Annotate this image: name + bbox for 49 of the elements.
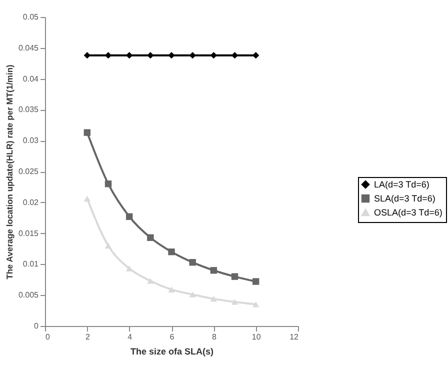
point — [189, 52, 196, 59]
point — [104, 180, 112, 188]
y-tick-label: 0.03 — [22, 136, 40, 146]
point — [210, 52, 218, 59]
point — [210, 296, 218, 302]
point — [189, 292, 196, 298]
point — [126, 52, 133, 59]
legend-label: LA(d=3 Td=6) — [374, 180, 430, 190]
legend-label: OSLA(d=3 Td=6) — [374, 208, 442, 218]
point — [252, 278, 260, 285]
y-tick-label: 0.035 — [18, 105, 40, 114]
point — [231, 298, 238, 305]
point — [84, 129, 91, 136]
legend-label: SLA(d=3 Td=6) — [374, 194, 436, 204]
x-tick-label: 12 — [290, 332, 300, 342]
point — [147, 52, 154, 59]
y-axis-title: The Average location update(HLR) rate per MT(1/min) — [4, 64, 14, 280]
point — [84, 196, 91, 202]
point — [189, 258, 196, 266]
point — [84, 52, 91, 59]
y-tick-label: 0.005 — [18, 290, 40, 300]
y-tick-label: 0.02 — [22, 198, 40, 207]
point — [231, 273, 238, 280]
point — [168, 248, 175, 256]
x-tick-label: 8 — [212, 332, 217, 342]
x-tick-label: 0 — [46, 332, 50, 342]
x-tick-label: 10 — [252, 332, 262, 342]
y-tick-label: 0 — [34, 322, 40, 330]
y-tick-label: 0.025 — [18, 167, 40, 176]
x-tick-label: 4 — [128, 332, 133, 342]
point — [104, 242, 112, 249]
y-tick-label: 0.045 — [18, 43, 40, 52]
y-tick-label: 0.05 — [22, 12, 40, 22]
y-tick-label: 0.01 — [22, 260, 40, 269]
x-tick-label: 6 — [170, 332, 175, 342]
point — [147, 234, 154, 241]
point — [252, 52, 260, 59]
point — [231, 52, 238, 59]
y-tick-label: 0.015 — [18, 228, 40, 238]
x-tick-label: 2 — [85, 332, 90, 342]
point — [210, 267, 218, 274]
point — [147, 278, 154, 284]
point — [126, 213, 133, 220]
x-axis-title: The size ofa SLA(s) — [130, 346, 214, 356]
point — [104, 52, 112, 59]
point — [168, 286, 175, 292]
point — [168, 52, 175, 59]
y-tick-label: 0.04 — [22, 74, 40, 84]
point — [252, 301, 260, 308]
